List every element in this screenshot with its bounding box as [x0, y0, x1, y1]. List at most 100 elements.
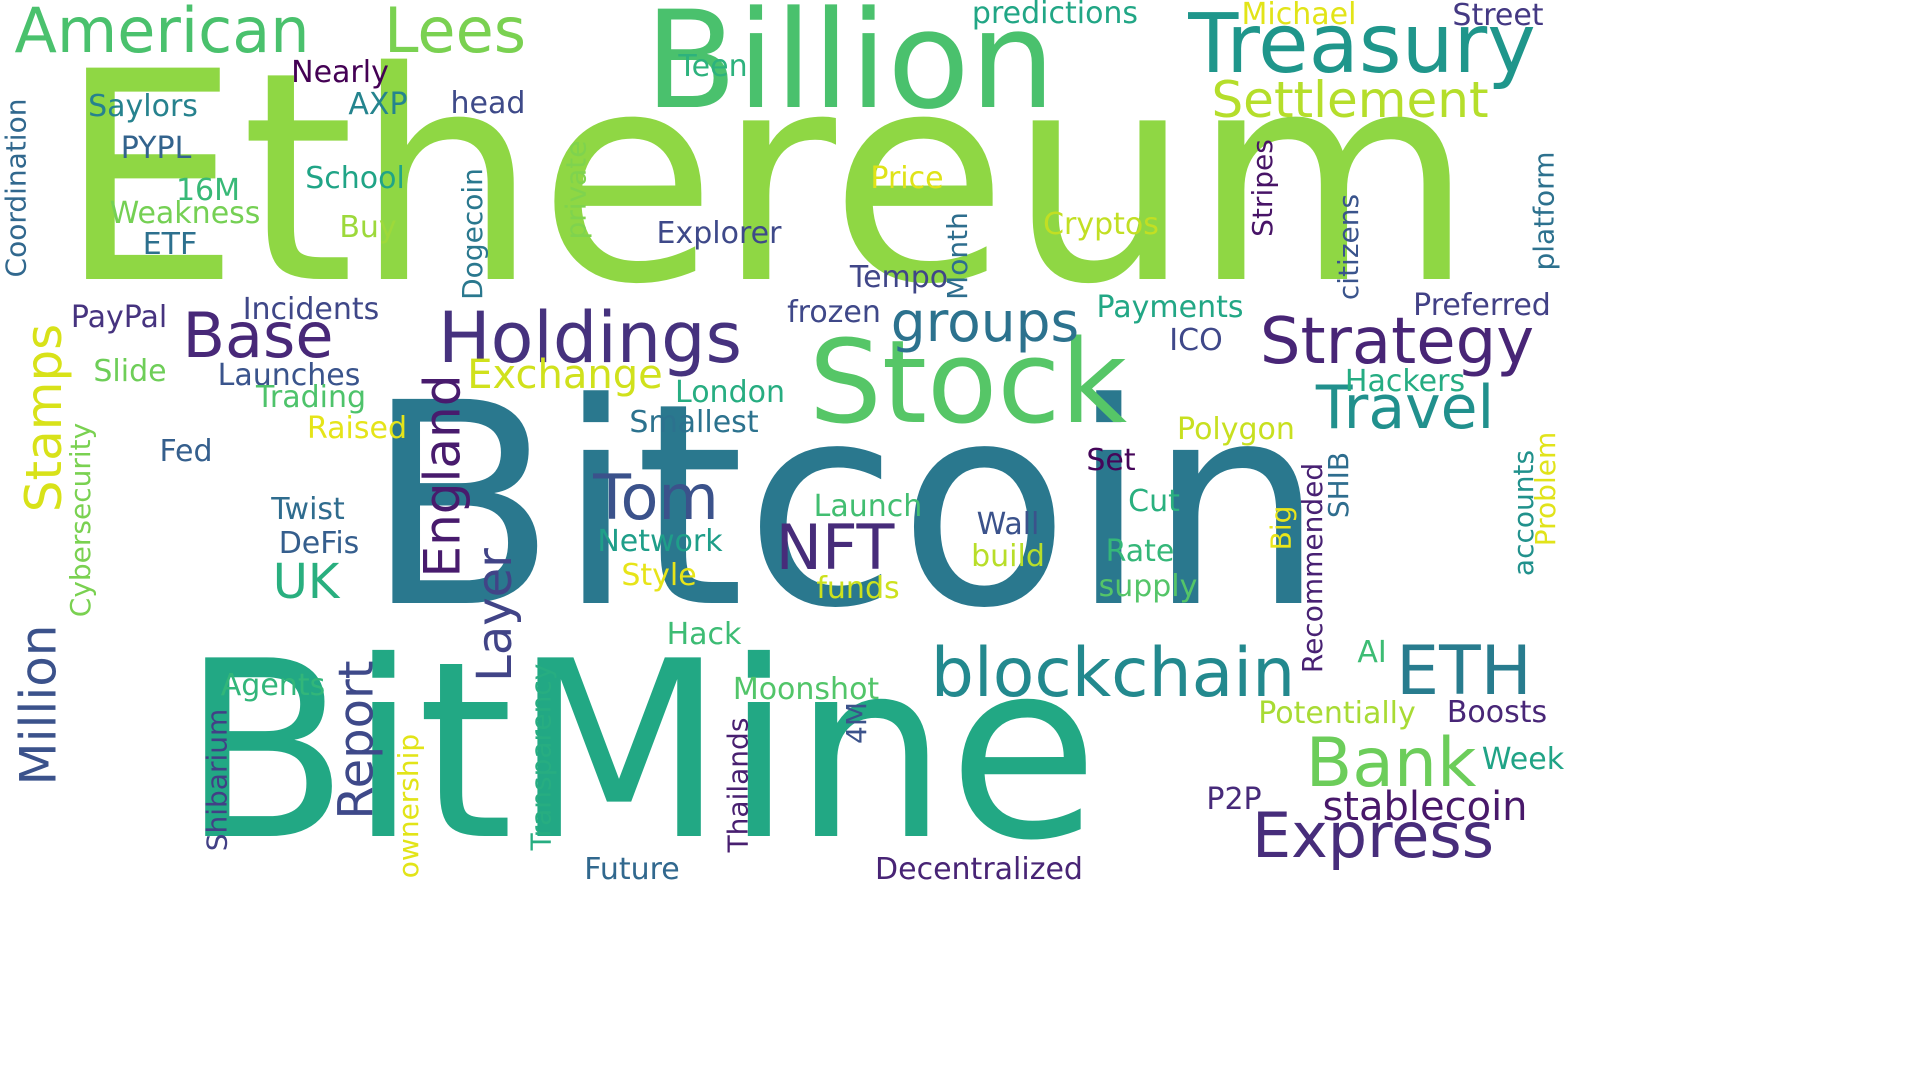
word-exchange: Exchange [467, 352, 663, 398]
word-base: Base [182, 299, 334, 372]
word-predictions: predictions [971, 0, 1139, 31]
word-week: Week [1481, 742, 1565, 777]
word-citizens: citizens [1331, 193, 1365, 301]
word-cybersecurity: Cybersecurity [64, 422, 97, 618]
word-report: Report [329, 660, 385, 820]
word-layer: Layer [466, 548, 523, 682]
word-england: England [412, 374, 471, 578]
word-platform: platform [1526, 151, 1560, 271]
word-cut: Cut [1128, 484, 1180, 519]
word-million: Million [9, 624, 67, 786]
word-ownership: ownership [392, 733, 425, 879]
word-billion: Billion [644, 0, 1056, 139]
word-express: Express [1251, 799, 1495, 872]
word-uk: UK [272, 554, 340, 610]
word-frozen: frozen [787, 295, 881, 330]
word-settlement: Settlement [1211, 71, 1489, 129]
word-saylors: Saylors [88, 89, 198, 124]
word-style: Style [621, 558, 697, 593]
word-p2p: P2P [1206, 782, 1262, 817]
word-shib: SHIB [1321, 451, 1355, 519]
word-ico: ICO [1169, 323, 1223, 358]
word-wall: Wall [976, 507, 1040, 542]
word-teen: Teen [678, 49, 748, 84]
word-price: Price [870, 161, 944, 196]
word-lees: Lees [383, 0, 527, 67]
word-build: build [971, 539, 1045, 574]
word-cryptos: Cryptos [1043, 207, 1159, 242]
word-launches: Launches [217, 358, 361, 393]
word-school: School [305, 161, 405, 196]
word-4m: 4M [839, 702, 873, 744]
word-polygon: Polygon [1177, 412, 1295, 447]
word-pypl: PYPL [120, 131, 192, 166]
word-travel: Travel [1315, 373, 1495, 443]
word-head: head [450, 86, 526, 121]
word-dogecoin: Dogecoin [456, 168, 489, 300]
word-potentially: Potentially [1258, 696, 1416, 731]
word-future: Future [584, 852, 680, 883]
word-problem: Problem [1528, 431, 1562, 547]
word-incidents: Incidents [242, 292, 380, 327]
word-month: Month [940, 212, 974, 300]
word-boosts: Boosts [1446, 695, 1548, 730]
word-buy: Buy [339, 210, 397, 245]
word-preferred: Preferred [1413, 288, 1551, 323]
word-tom: Tom [593, 461, 719, 534]
word-stablecoin: stablecoin [1322, 784, 1528, 830]
word-bank: Bank [1305, 724, 1477, 803]
word-moonshot: Moonshot [732, 672, 880, 707]
word-axp: AXP [348, 87, 408, 122]
word-paypal: PayPal [70, 300, 168, 335]
word-ethereum: Ethereum [57, 11, 1475, 348]
word-weakness: Weakness [109, 196, 261, 231]
word-blockchain: blockchain [930, 634, 1296, 713]
word-decentralized: Decentralized [875, 852, 1083, 883]
word-funds: funds [816, 571, 900, 606]
word-defis: DeFis [278, 526, 360, 561]
word-rate: Rate [1105, 534, 1175, 569]
word-network: Network [597, 524, 723, 559]
word-launch: Launch [813, 489, 923, 524]
word-explorer: Explorer [656, 216, 782, 251]
word-hackers: Hackers [1344, 364, 1466, 399]
word-raised: Raised [306, 411, 408, 446]
word-bitmine: BitMine [181, 608, 1099, 882]
word-nearly: Nearly [291, 55, 389, 90]
word-set: Set [1086, 443, 1136, 478]
word-cloud: Ethereum Bitcoin BitMine Billion Stock T… [0, 0, 1565, 883]
word-payments: Payments [1096, 290, 1244, 325]
word-hack: Hack [666, 617, 742, 652]
word-ai: AI [1357, 635, 1387, 670]
word-london: London [675, 375, 785, 410]
word-stamps: Stamps [15, 323, 74, 513]
word-fed: Fed [159, 434, 213, 469]
word-thailands: Thailands [721, 717, 754, 853]
word-michael: Michael [1241, 0, 1357, 32]
word-shibarium: Shibarium [199, 708, 233, 852]
word-strategy: Strategy [1259, 305, 1535, 379]
word-big: Big [1263, 505, 1297, 551]
word-16m: 16M [175, 173, 241, 208]
word-bitcoin: Bitcoin [364, 344, 1326, 670]
word-supply: supply [1098, 569, 1198, 604]
word-trading: Trading [255, 380, 367, 415]
word-street: Street [1452, 0, 1544, 33]
word-american: American [14, 0, 310, 67]
word-coordination: Coordination [0, 98, 32, 278]
word-holdings: Holdings [437, 297, 743, 379]
word-treasury: Treasury [1188, 0, 1536, 92]
word-slide: Slide [93, 354, 167, 389]
word-nft: NFT [775, 511, 895, 584]
word-groups: groups [890, 289, 1080, 354]
word-transparency: Transparency [523, 663, 557, 851]
word-private: private [559, 140, 592, 240]
word-stock: Stock [808, 315, 1128, 450]
word-twist: Twist [271, 492, 345, 527]
word-smallest: Smallest [629, 405, 759, 440]
word-stripes: Stripes [1245, 139, 1279, 237]
word-eth: ETH [1396, 632, 1532, 711]
word-agents: Agents [220, 668, 326, 703]
word-etf: ETF [142, 227, 198, 262]
word-tempo: Tempo [849, 260, 949, 295]
